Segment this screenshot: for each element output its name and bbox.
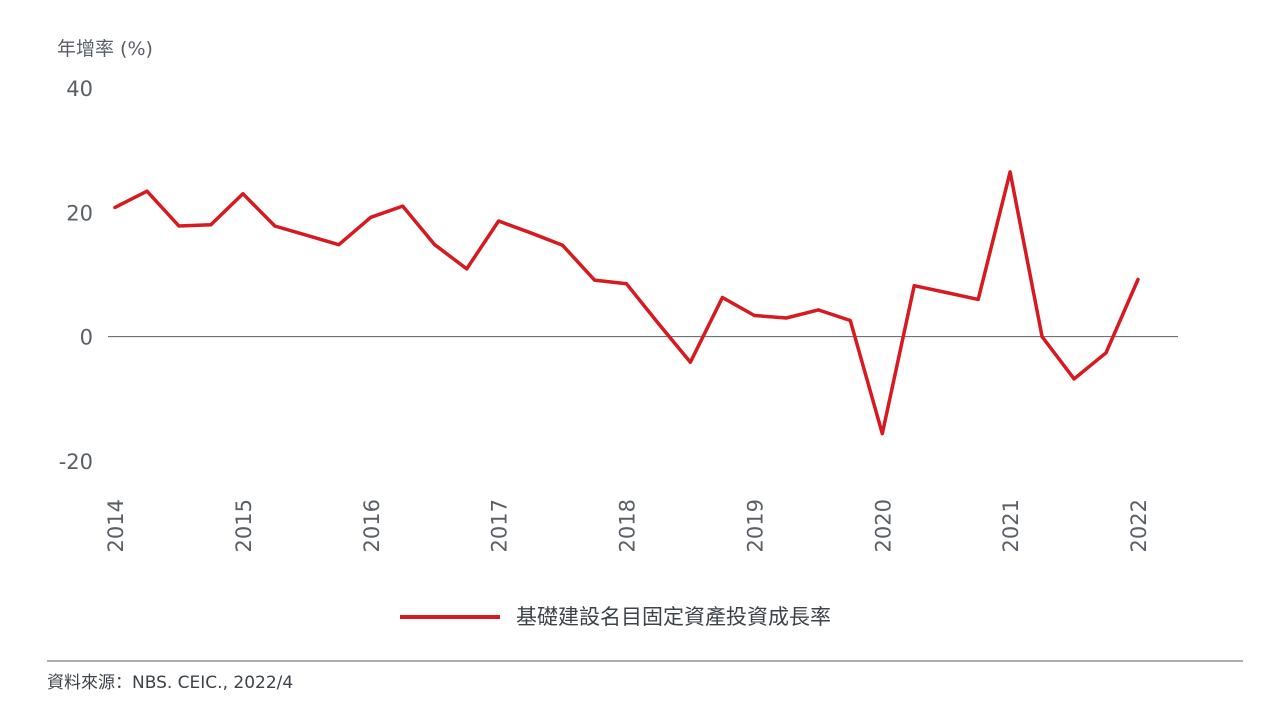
x-tick-label: 2021 bbox=[999, 499, 1023, 552]
data-point bbox=[113, 205, 117, 209]
y-tick-label: 0 bbox=[80, 326, 93, 350]
data-point bbox=[1136, 277, 1140, 281]
data-point bbox=[1008, 170, 1012, 174]
x-tick-label: 2016 bbox=[360, 499, 384, 552]
x-tick-label: 2017 bbox=[488, 499, 512, 552]
data-point bbox=[784, 316, 788, 320]
data-point bbox=[561, 243, 565, 247]
data-point bbox=[880, 432, 884, 436]
data-point bbox=[593, 278, 597, 282]
data-point bbox=[752, 314, 756, 318]
data-point bbox=[465, 267, 469, 271]
x-tick-label: 2022 bbox=[1127, 499, 1151, 552]
data-point bbox=[369, 215, 373, 219]
data-point bbox=[273, 224, 277, 228]
legend-label: 基礎建設名目固定資產投資成長率 bbox=[516, 605, 831, 629]
data-point bbox=[1104, 351, 1108, 355]
data-point bbox=[944, 291, 948, 295]
x-tick-label: 2015 bbox=[232, 499, 256, 552]
x-tick-labels: 2014 2015 2016 2017 2018 2019 2020 2021 2022 bbox=[104, 499, 1151, 552]
legend: 基礎建設名目固定資產投資成長率 bbox=[400, 605, 831, 629]
y-tick-labels: 40 20 0 -20 bbox=[59, 77, 93, 474]
data-point bbox=[720, 296, 724, 300]
data-point bbox=[497, 219, 501, 223]
data-point bbox=[337, 243, 341, 247]
x-tick-label: 2018 bbox=[616, 499, 640, 552]
source-note: 資料來源：NBS. CEIC., 2022/4 bbox=[47, 673, 294, 693]
data-point bbox=[912, 284, 916, 288]
data-point bbox=[816, 308, 820, 312]
series-lines bbox=[113, 170, 1140, 436]
x-tick-label: 2019 bbox=[743, 499, 767, 552]
data-point bbox=[433, 243, 437, 247]
data-point bbox=[976, 297, 980, 301]
data-point bbox=[656, 322, 660, 326]
series-line bbox=[113, 170, 1140, 436]
y-tick-label: 40 bbox=[66, 77, 93, 101]
data-point bbox=[529, 231, 533, 235]
data-point bbox=[625, 282, 628, 286]
y-axis-unit-label: 年增率 (%) bbox=[57, 38, 153, 60]
y-tick-label: 20 bbox=[66, 201, 93, 225]
data-point bbox=[177, 224, 181, 228]
data-point bbox=[1072, 377, 1076, 381]
data-point bbox=[209, 223, 213, 227]
data-point bbox=[688, 360, 692, 364]
data-point bbox=[1040, 335, 1044, 339]
data-point bbox=[145, 189, 149, 193]
x-tick-label: 2014 bbox=[104, 499, 128, 552]
data-point bbox=[305, 233, 309, 237]
data-point bbox=[848, 319, 852, 323]
data-point bbox=[241, 192, 245, 196]
y-tick-label: -20 bbox=[59, 450, 93, 474]
data-point bbox=[401, 204, 405, 208]
x-tick-label: 2020 bbox=[871, 499, 895, 552]
